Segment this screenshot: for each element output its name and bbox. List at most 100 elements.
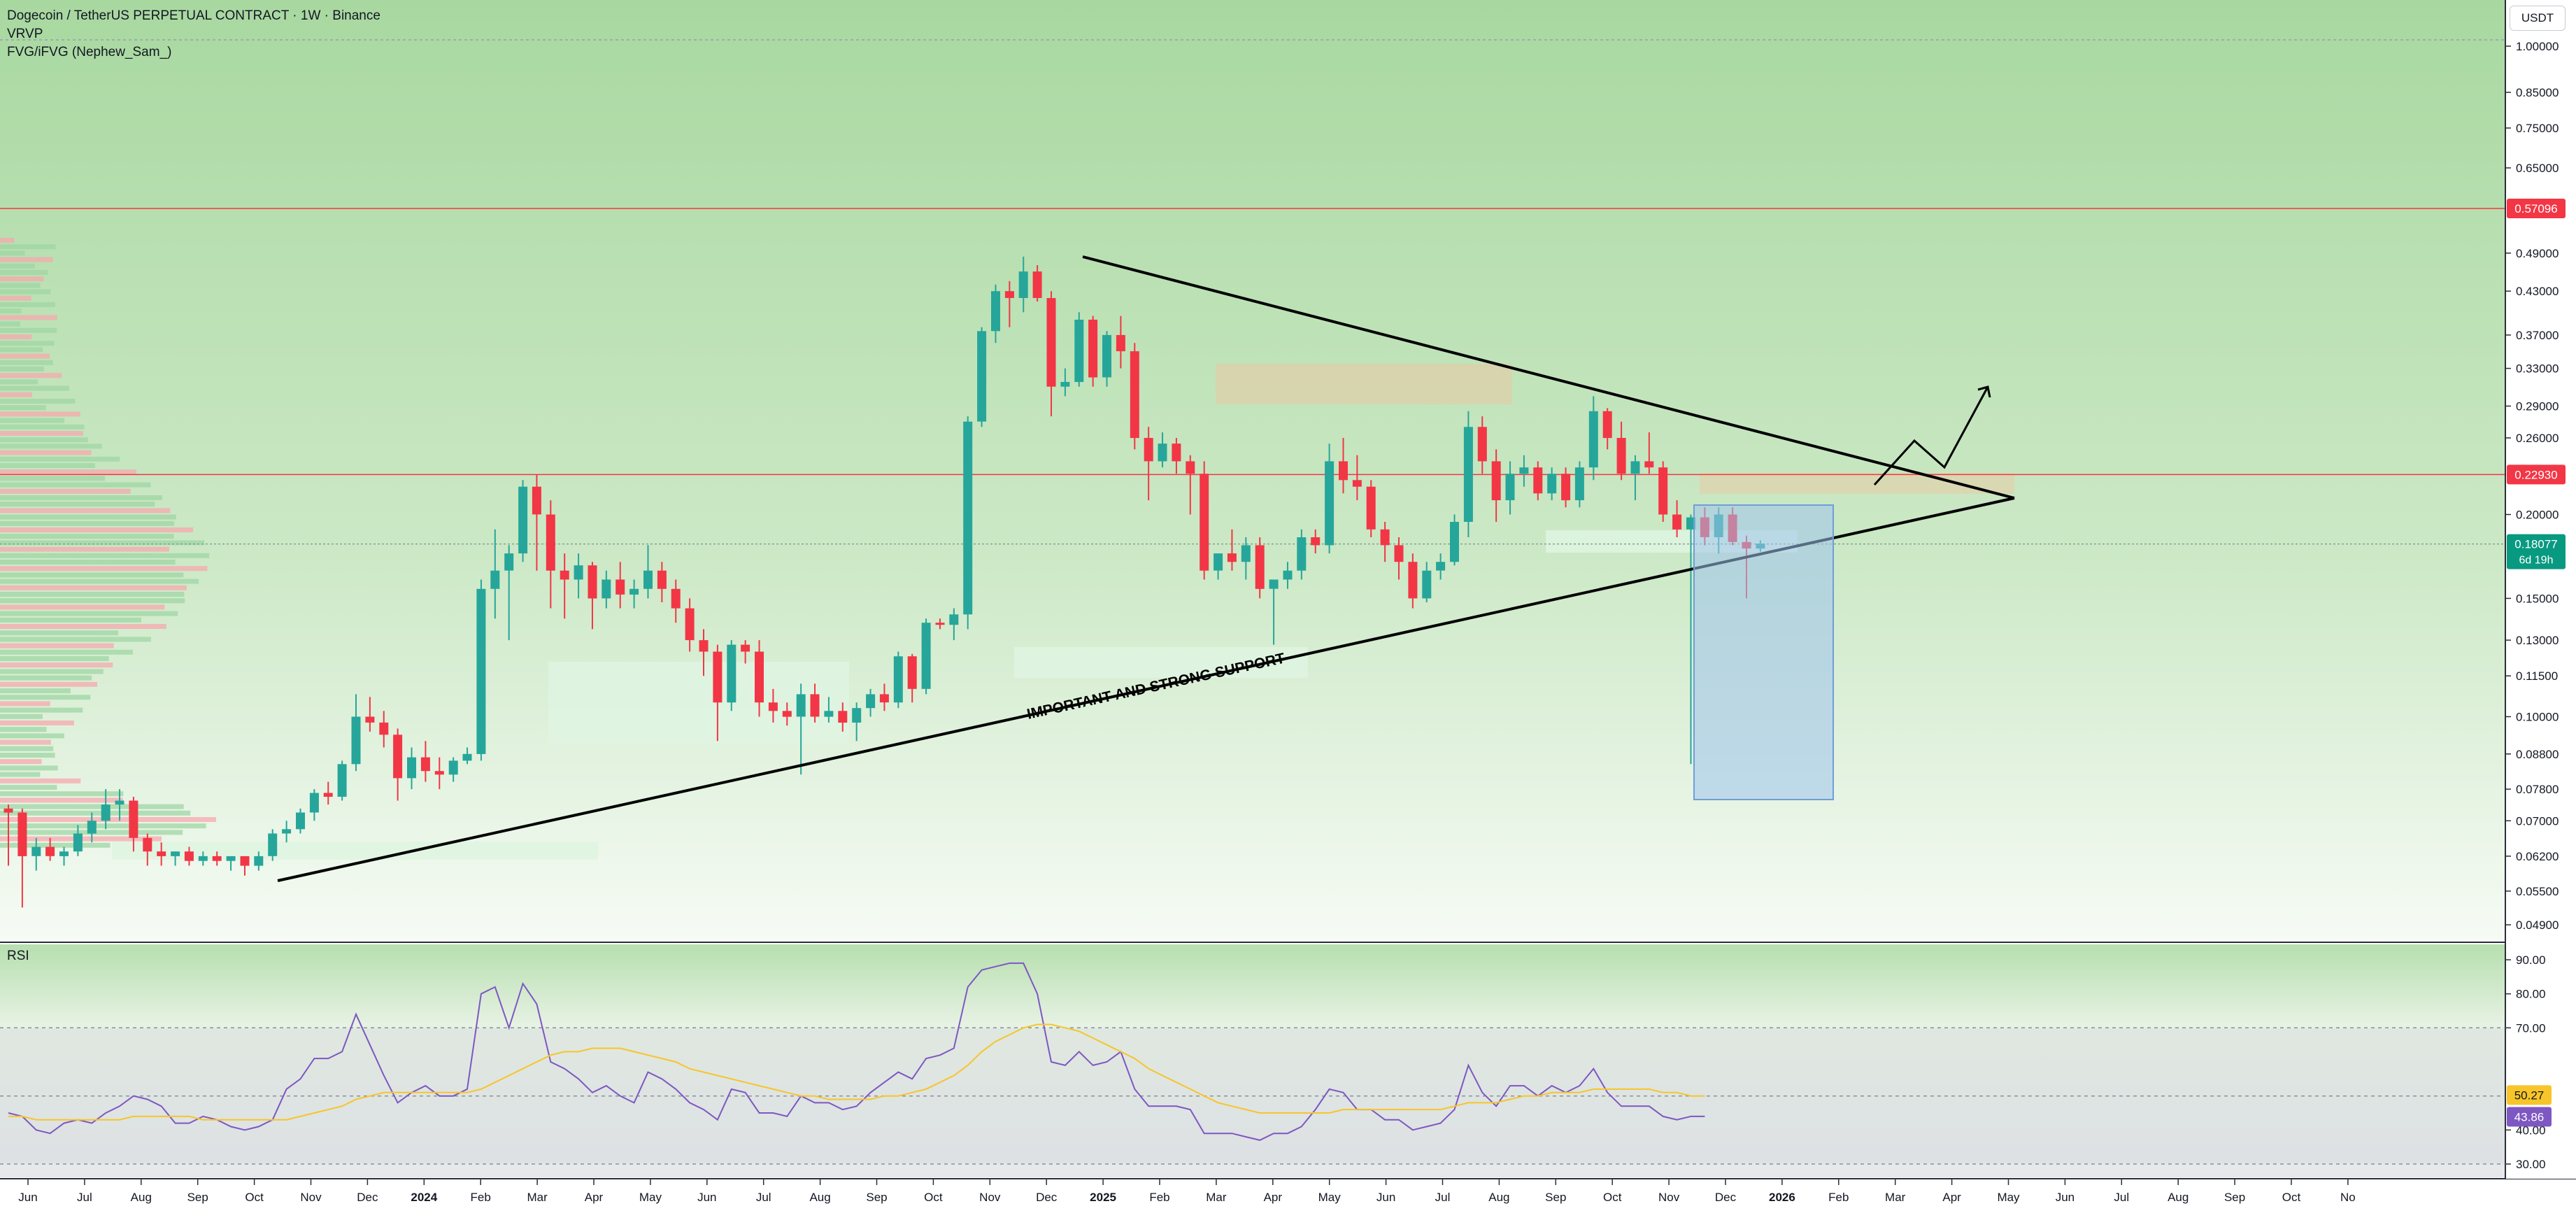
- candle-body: [226, 856, 236, 861]
- volume-profile-bar: [0, 759, 42, 765]
- candle-body: [254, 856, 264, 866]
- volume-profile-bar: [0, 604, 165, 610]
- volume-profile-bar: [0, 315, 57, 320]
- candle-body: [741, 644, 750, 652]
- candle-body: [1144, 438, 1153, 462]
- volume-profile-bar: [0, 289, 51, 295]
- time-tick-label: No: [2340, 1191, 2356, 1204]
- candle-body: [921, 623, 931, 689]
- volume-profile-bar: [0, 727, 47, 732]
- fvg-zones: [112, 364, 2014, 860]
- price-tick-label: 1.00000: [2516, 40, 2559, 53]
- candle-body: [782, 711, 792, 717]
- candle-body: [727, 644, 736, 703]
- resistance-trendline[interactable]: [1082, 255, 2015, 499]
- price-badge: [2507, 199, 2566, 218]
- price-tick-label: 0.13000: [2516, 634, 2559, 647]
- currency-button[interactable]: USDT: [2510, 6, 2566, 31]
- rsi-title[interactable]: RSI: [7, 949, 29, 963]
- price-badge-label: 0.57096: [2514, 202, 2557, 215]
- volume-profile-bar: [0, 250, 25, 256]
- time-tick-label: May: [639, 1191, 662, 1204]
- time-axis[interactable]: Jun Jul Aug Sep Oct Nov Dec 2024 Feb Mar Apr May Jun…: [18, 1179, 2356, 1204]
- time-tick-label: 2025: [1090, 1191, 1116, 1204]
- volume-profile-bar: [0, 804, 184, 809]
- price-tick-label: 0.08800: [2516, 748, 2559, 761]
- price-tick-label: 0.43000: [2516, 285, 2559, 298]
- price-tick-label: 0.10000: [2516, 711, 2559, 724]
- candle-body: [504, 553, 514, 571]
- volume-profile-bar: [0, 810, 191, 816]
- volume-profile-bar: [0, 456, 120, 462]
- volume-profile-bar: [0, 334, 32, 339]
- volume-profile-bar: [0, 238, 15, 243]
- volume-profile-bar: [0, 392, 32, 397]
- volume-profile-bar: [0, 367, 44, 371]
- candle-body: [949, 614, 959, 625]
- volume-profile-bar: [0, 675, 92, 681]
- time-tick-label: Mar: [527, 1191, 548, 1204]
- candle-body: [699, 640, 709, 652]
- volume-profile-bar: [0, 482, 151, 488]
- rsi-tick-label: 80.00: [2516, 988, 2546, 1001]
- volume-profile-bar: [0, 534, 174, 539]
- volume-profile-bar: [0, 778, 81, 783]
- candle-body: [1018, 271, 1028, 298]
- candle-body: [490, 570, 500, 589]
- time-tick-label: Sep: [866, 1191, 887, 1204]
- price-tick-label: 0.20000: [2516, 509, 2559, 522]
- candle-body: [518, 486, 528, 554]
- indicator-fvg[interactable]: FVG/iFVG (Nephew_Sam_): [7, 45, 172, 59]
- candle-body: [420, 757, 430, 772]
- candle-body: [879, 694, 889, 703]
- time-tick-label: Feb: [1828, 1191, 1849, 1204]
- price-axis-background: [2506, 0, 2576, 1179]
- main-pane-background: [0, 0, 2505, 942]
- volume-profile-bar: [0, 572, 184, 578]
- rsi-tick-label: 70.00: [2516, 1021, 2546, 1035]
- candle-body: [1311, 537, 1321, 546]
- time-tick-label: Apr: [585, 1191, 604, 1204]
- volume-profile-bar: [0, 360, 53, 365]
- candle-body: [838, 711, 848, 723]
- candle-body: [1352, 480, 1362, 487]
- time-tick-label: Oct: [1603, 1191, 1622, 1204]
- price-tick-label: 0.75000: [2516, 122, 2559, 135]
- price-tick-label: 0.49000: [2516, 247, 2559, 260]
- target-box[interactable]: [1693, 504, 1834, 800]
- volume-profile-bar: [0, 257, 53, 262]
- indicator-vrvp[interactable]: VRVP: [7, 27, 43, 41]
- volume-profile-bar: [0, 463, 95, 468]
- price-tick-label: 0.85000: [2516, 86, 2559, 99]
- time-tick-label: Apr: [1264, 1191, 1283, 1204]
- candle-body: [323, 793, 333, 797]
- candle-body: [31, 846, 41, 856]
- candle-body: [1394, 545, 1404, 562]
- volume-profile-bar: [0, 611, 178, 616]
- candle-body: [991, 291, 1000, 332]
- symbol-title[interactable]: Dogecoin / TetherUS PERPETUAL CONTRACT ·…: [7, 8, 380, 23]
- time-tick-label: May: [1318, 1191, 1342, 1204]
- volume-profile-bar: [0, 579, 199, 584]
- candle-body: [1339, 461, 1348, 481]
- volume-profile-bar: [0, 553, 210, 558]
- time-tick-label: Jul: [756, 1191, 771, 1204]
- time-tick-label: Feb: [471, 1191, 491, 1204]
- candle-body: [796, 694, 806, 717]
- candle-body: [1227, 553, 1237, 562]
- projection-arrow[interactable]: [1873, 386, 1989, 486]
- candle-body: [434, 771, 444, 775]
- volume-profile-bar: [0, 643, 114, 648]
- price-badge: [2507, 534, 2566, 569]
- candle-body: [574, 565, 583, 580]
- candle-body: [282, 829, 292, 834]
- price-tick-label: 0.05500: [2516, 885, 2559, 898]
- volume-profile-bar: [0, 753, 55, 758]
- price-axis[interactable]: 1.00000 0.85000 0.75000 0.65000 0.49000 0.430…: [2505, 40, 2559, 1171]
- time-tick-label: Jul: [77, 1191, 92, 1204]
- horizontal-lines: [0, 39, 2505, 545]
- candle-body: [129, 800, 138, 838]
- candle-body: [1602, 411, 1612, 439]
- rsi-value-badge: [2507, 1107, 2552, 1127]
